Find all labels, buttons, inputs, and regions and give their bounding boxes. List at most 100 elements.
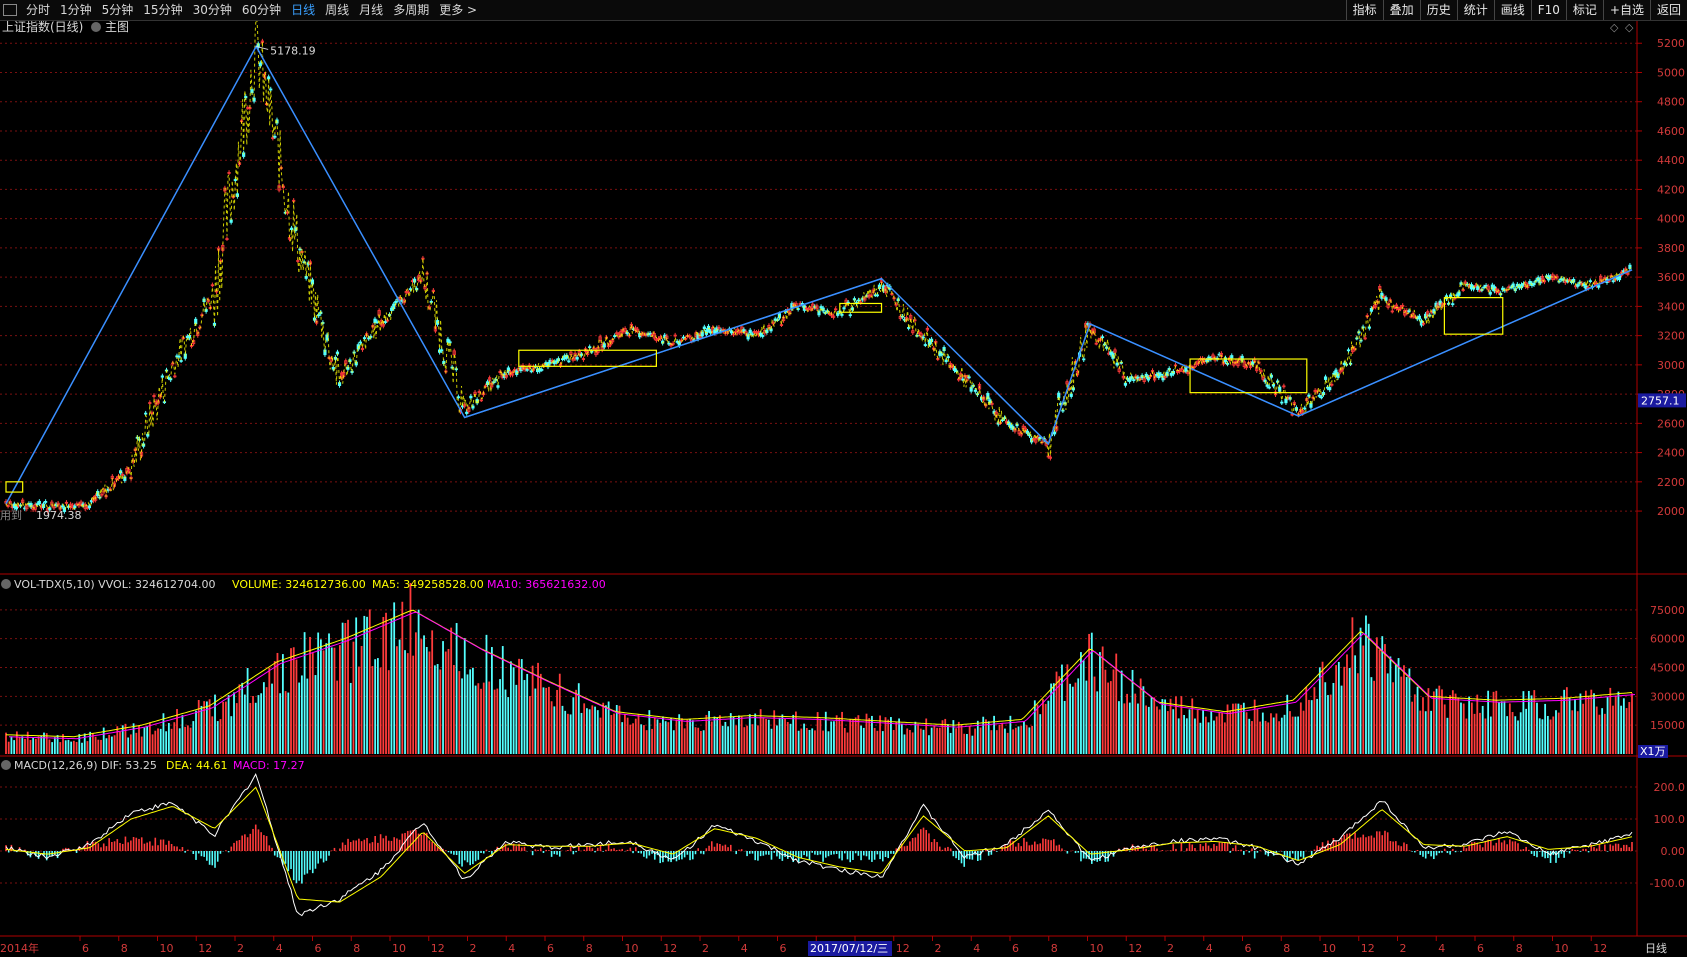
vol-bar xyxy=(865,713,868,754)
candle-body xyxy=(1476,286,1480,291)
kline-chart[interactable]: 2000220024002600280030003200340036003800… xyxy=(0,21,1687,957)
toolbar-button-4[interactable]: 画线 xyxy=(1493,0,1531,20)
main-settings-icon xyxy=(91,22,101,32)
toolbar-button-3[interactable]: 统计 xyxy=(1456,0,1494,20)
candle-body xyxy=(14,505,19,510)
vol-bar xyxy=(306,678,309,754)
macd-settings-icon xyxy=(1,760,11,770)
tab-period-2[interactable]: 5分钟 xyxy=(101,3,134,17)
vol-bar xyxy=(203,701,206,754)
vol-bar xyxy=(485,634,488,754)
candle-body xyxy=(794,302,798,307)
tab-period-1[interactable]: 1分钟 xyxy=(60,3,92,17)
time-tick-label: 4 xyxy=(1438,942,1445,955)
candle-body xyxy=(360,347,365,351)
vol-bar xyxy=(1394,665,1397,754)
time-tick-label: 8 xyxy=(1516,942,1523,955)
vol-bar xyxy=(10,736,13,754)
vol-bar xyxy=(1617,691,1620,754)
candle-body xyxy=(177,355,181,358)
vol-bar xyxy=(1085,680,1088,754)
vol-bar xyxy=(995,730,998,754)
vol-bar xyxy=(417,609,420,754)
candle-body xyxy=(1267,386,1271,389)
candle-body xyxy=(1319,396,1323,399)
vol-bar xyxy=(542,687,545,754)
candle-body xyxy=(1474,284,1478,287)
candle-body xyxy=(87,505,91,509)
tab-period-10[interactable]: 更多 > xyxy=(439,3,478,17)
vol-bar xyxy=(1147,706,1150,754)
candle-body xyxy=(1511,283,1515,288)
vol-bar xyxy=(471,667,474,754)
toolbar-button-1[interactable]: 叠加 xyxy=(1382,0,1420,20)
toolbar-button-5[interactable]: F10 xyxy=(1530,0,1566,20)
vol-bar xyxy=(1359,627,1362,754)
tab-period-0[interactable]: 分时 xyxy=(26,3,51,17)
ma-line xyxy=(5,21,1632,511)
tab-period-5[interactable]: 60分钟 xyxy=(241,3,282,17)
main-tick-label: 4200 xyxy=(1657,183,1685,196)
vol-bar xyxy=(1286,694,1289,754)
tab-period-8[interactable]: 月线 xyxy=(359,3,384,17)
vol-bar xyxy=(1603,713,1606,754)
vol-bar xyxy=(1628,702,1631,754)
vol-bar xyxy=(368,609,371,754)
vol-bar xyxy=(1150,697,1153,754)
vol-bar xyxy=(62,734,64,754)
candle-body xyxy=(64,501,69,504)
toolbar-button-2[interactable]: 历史 xyxy=(1419,0,1457,20)
vol-bar xyxy=(548,686,550,754)
menu-icon[interactable] xyxy=(3,4,17,16)
vol-bar xyxy=(1495,690,1498,754)
vol-bar xyxy=(154,730,157,754)
toolbar-button-0[interactable]: 指标 xyxy=(1345,0,1383,20)
tab-period-3[interactable]: 15分钟 xyxy=(143,3,183,17)
candle-body xyxy=(479,399,483,402)
tab-period-7[interactable]: 周线 xyxy=(325,3,350,17)
tab-period-9[interactable]: 多周期 xyxy=(393,3,430,17)
toolbar-button-7[interactable]: +自选 xyxy=(1602,0,1650,20)
vol-bar xyxy=(496,688,499,754)
vol-bar xyxy=(1278,721,1281,754)
vol-bar xyxy=(157,728,159,754)
vol-ma10-label: MA10: 365621632.00 xyxy=(487,578,606,591)
vol-bar xyxy=(1202,709,1205,754)
candle-body xyxy=(1132,379,1136,381)
vol-bar xyxy=(537,662,539,754)
vol-bar xyxy=(409,582,412,754)
vol-bar xyxy=(1237,703,1240,754)
candle-body xyxy=(911,330,915,334)
candle-body xyxy=(1230,355,1234,359)
vol-bar xyxy=(605,705,607,754)
vol-settings-icon xyxy=(1,579,11,589)
candle-body xyxy=(21,499,25,503)
candle-body xyxy=(1626,272,1630,275)
vol-bar xyxy=(40,735,43,754)
toolbar-button-8[interactable]: 返回 xyxy=(1649,0,1687,20)
candle-body xyxy=(1280,401,1284,404)
vol-bar xyxy=(1259,721,1262,754)
time-tick-label: 10 xyxy=(160,942,174,955)
candle-body xyxy=(636,328,640,332)
vol-bar xyxy=(1389,656,1392,754)
vol-bar xyxy=(890,717,892,754)
vol-bar xyxy=(1289,711,1291,754)
tab-period-6[interactable]: 日线 xyxy=(291,3,316,17)
vol-bar xyxy=(1066,664,1069,754)
vol-bar xyxy=(222,701,225,754)
time-tick-label: 8 xyxy=(586,942,593,955)
vol-bar xyxy=(1014,727,1017,754)
vol-bar xyxy=(1544,703,1547,754)
tab-period-4[interactable]: 30分钟 xyxy=(192,3,232,17)
vol-bar xyxy=(26,731,29,754)
candle-body xyxy=(1396,308,1401,311)
vol-bar xyxy=(1538,718,1541,754)
candle-body xyxy=(1153,374,1157,381)
vol-bar xyxy=(246,668,249,754)
vol-bar xyxy=(360,645,363,754)
vol-bar xyxy=(998,724,1001,754)
candle-body xyxy=(923,344,927,346)
toolbar-button-6[interactable]: 标记 xyxy=(1565,0,1603,20)
candle-body xyxy=(973,389,977,392)
